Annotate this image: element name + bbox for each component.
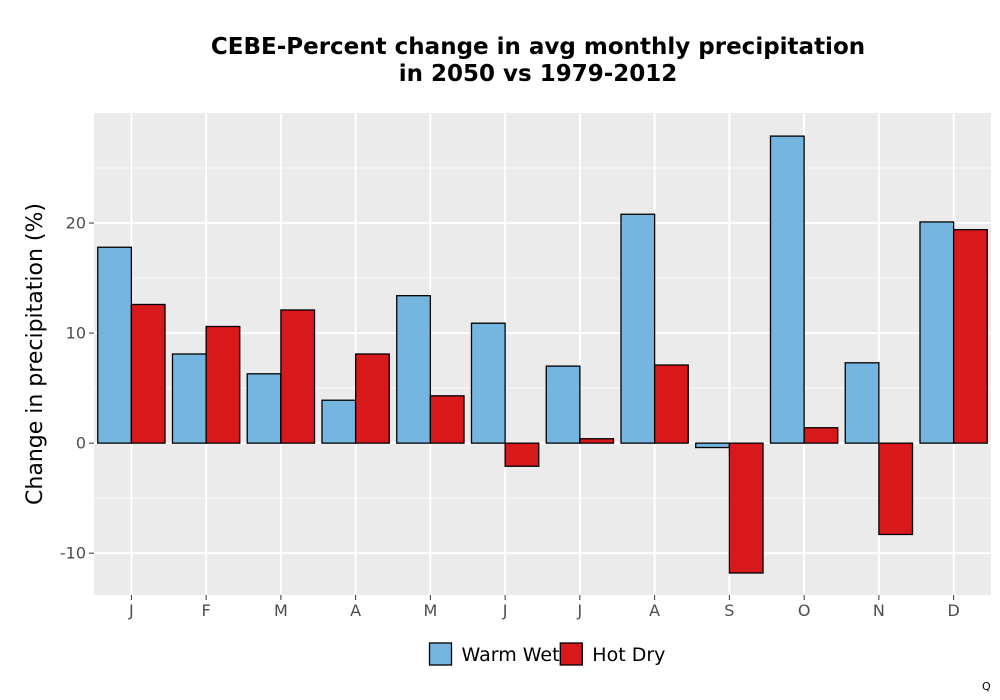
plot-panel (94, 113, 991, 595)
x-tick-label: J (502, 601, 508, 620)
legend-label: Hot Dry (592, 644, 665, 666)
bar-warm-wet-1 (171, 353, 207, 444)
legend-item-hot-dry: Hot Dry (559, 642, 665, 666)
bar-hot-dry-4 (429, 395, 465, 444)
x-tick-label: N (873, 601, 885, 620)
x-tick-label: D (947, 601, 959, 620)
bar-hot-dry-5 (504, 442, 540, 467)
bar-hot-dry-3 (354, 353, 390, 444)
x-tick-label: O (798, 601, 811, 620)
bar-warm-wet-7 (620, 213, 656, 444)
y-tick-label: 0 (76, 434, 86, 453)
bar-warm-wet-4 (396, 295, 432, 444)
bar-hot-dry-9 (803, 427, 839, 444)
y-tick-label: 20 (66, 214, 86, 233)
x-tick-label: S (724, 601, 734, 620)
bar-warm-wet-9 (769, 135, 805, 444)
bar-hot-dry-7 (653, 364, 689, 444)
minor-gridlines (94, 167, 991, 499)
bar-hot-dry-11 (952, 228, 988, 444)
bar-hot-dry-1 (205, 325, 241, 444)
bar-warm-wet-5 (470, 322, 506, 444)
bar-warm-wet-10 (844, 362, 880, 444)
bars (97, 135, 988, 574)
y-tick-label: -10 (60, 544, 86, 563)
bar-warm-wet-0 (97, 246, 133, 444)
x-tick-label: F (202, 601, 211, 620)
bar-hot-dry-6 (579, 438, 615, 444)
corner-mark: Q (982, 680, 991, 693)
legend-label: Warm Wet (462, 644, 560, 666)
x-tick-label: M (423, 601, 437, 620)
x-tick-label: A (649, 601, 660, 620)
x-tick-label: J (577, 601, 583, 620)
bar-warm-wet-3 (321, 399, 357, 444)
chart-title: CEBE-Percent change in avg monthly preci… (211, 34, 865, 87)
chart-title-line-2: in 2050 vs 1979-2012 (399, 61, 678, 87)
bar-hot-dry-0 (130, 303, 166, 444)
bar-hot-dry-2 (280, 309, 316, 444)
legend-swatch (559, 642, 583, 666)
x-tick-label: M (274, 601, 288, 620)
legend: Warm Wet Hot Dry (428, 642, 665, 666)
legend-item-warm-wet: Warm Wet (428, 642, 560, 666)
y-axis: -10 0 10 20 (60, 214, 94, 563)
bar-warm-wet-2 (246, 373, 282, 444)
x-tick-label: A (350, 601, 361, 620)
bar-hot-dry-10 (878, 442, 914, 536)
bar-hot-dry-8 (728, 442, 764, 574)
bar-warm-wet-8 (695, 442, 731, 449)
x-tick-label: J (128, 601, 134, 620)
chart-title-line-1: CEBE-Percent change in avg monthly preci… (211, 34, 865, 60)
y-axis-title: Change in precipitation (%) (23, 203, 48, 505)
bar-warm-wet-6 (545, 365, 581, 444)
y-tick-label: 10 (66, 324, 86, 343)
legend-swatch (428, 642, 453, 666)
bar-warm-wet-11 (919, 221, 955, 444)
